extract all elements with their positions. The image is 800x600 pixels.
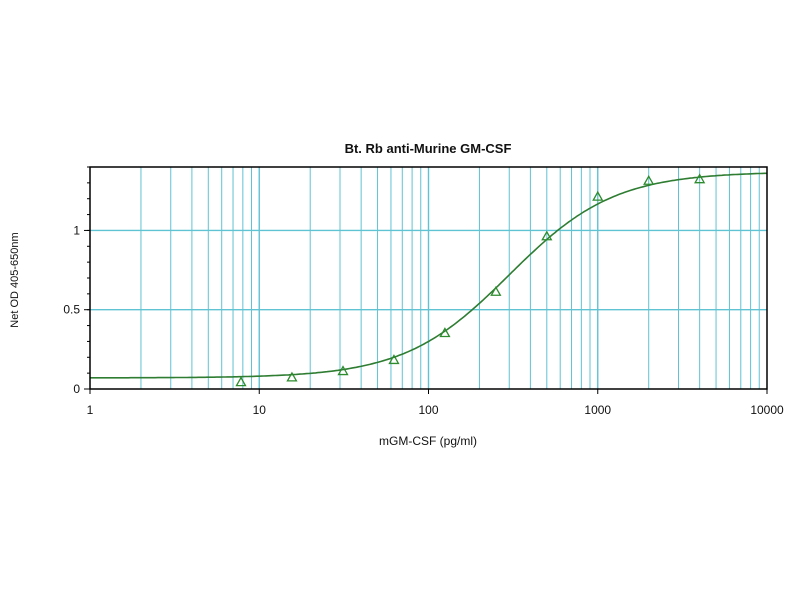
y-axis-label: Net OD 405-650nm — [9, 232, 21, 327]
x-axis-label: mGM-CSF (pg/ml) — [379, 434, 477, 448]
data-points — [235, 173, 706, 387]
data-point — [643, 174, 655, 185]
fit-curve — [90, 172, 767, 379]
data-point — [490, 285, 502, 296]
data-point — [388, 354, 400, 365]
data-point — [694, 173, 706, 184]
x-tick-label: 100 — [418, 403, 438, 417]
data-point — [592, 190, 604, 201]
y-tick-label: 1 — [73, 223, 80, 237]
x-tick-label: 1 — [87, 403, 94, 417]
data-point — [541, 230, 553, 241]
y-tick-label: 0 — [73, 382, 80, 396]
chart-title: Bt. Rb anti-Murine GM-CSF — [345, 141, 512, 156]
y-tick-label: 0.5 — [63, 303, 80, 317]
x-tick-label: 1000 — [584, 403, 611, 417]
x-tick-label: 10 — [253, 403, 267, 417]
data-point — [337, 365, 349, 376]
data-point — [439, 327, 451, 338]
data-point — [286, 371, 298, 382]
axis-ticks: 1 10 100 1000 10000 0 0.5 1 — [63, 166, 784, 417]
grid — [90, 167, 767, 389]
x-tick-label: 10000 — [750, 403, 784, 417]
data-point — [235, 376, 247, 387]
